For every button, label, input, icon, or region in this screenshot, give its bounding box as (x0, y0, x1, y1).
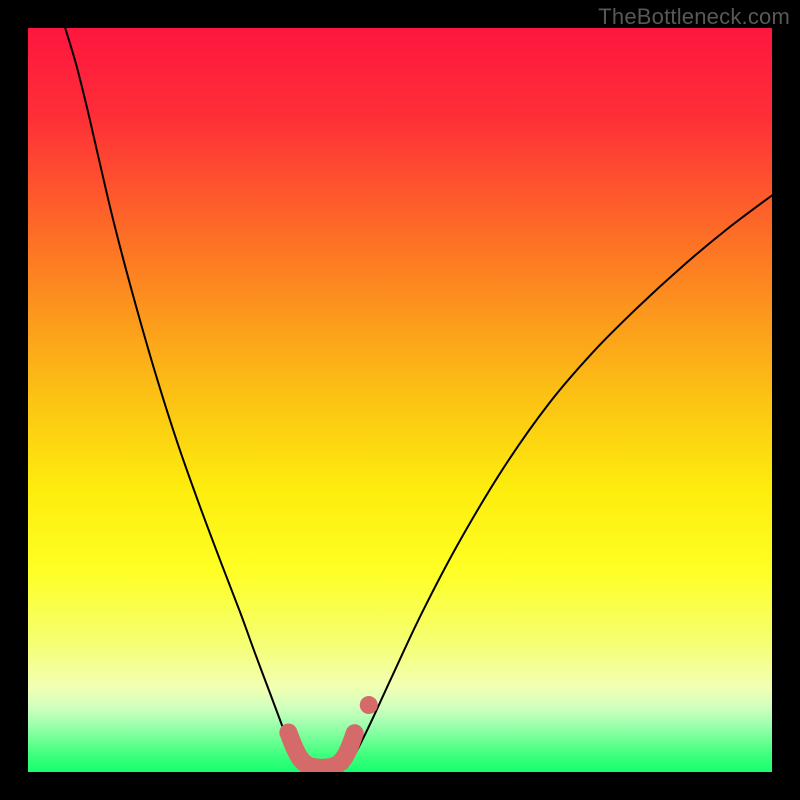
trough-extra-dot (360, 696, 378, 714)
chart-frame: TheBottleneck.com (0, 0, 800, 800)
chart-svg (28, 28, 772, 772)
watermark-text: TheBottleneck.com (598, 4, 790, 30)
plot-area (28, 28, 772, 772)
trough-bead (346, 724, 364, 742)
